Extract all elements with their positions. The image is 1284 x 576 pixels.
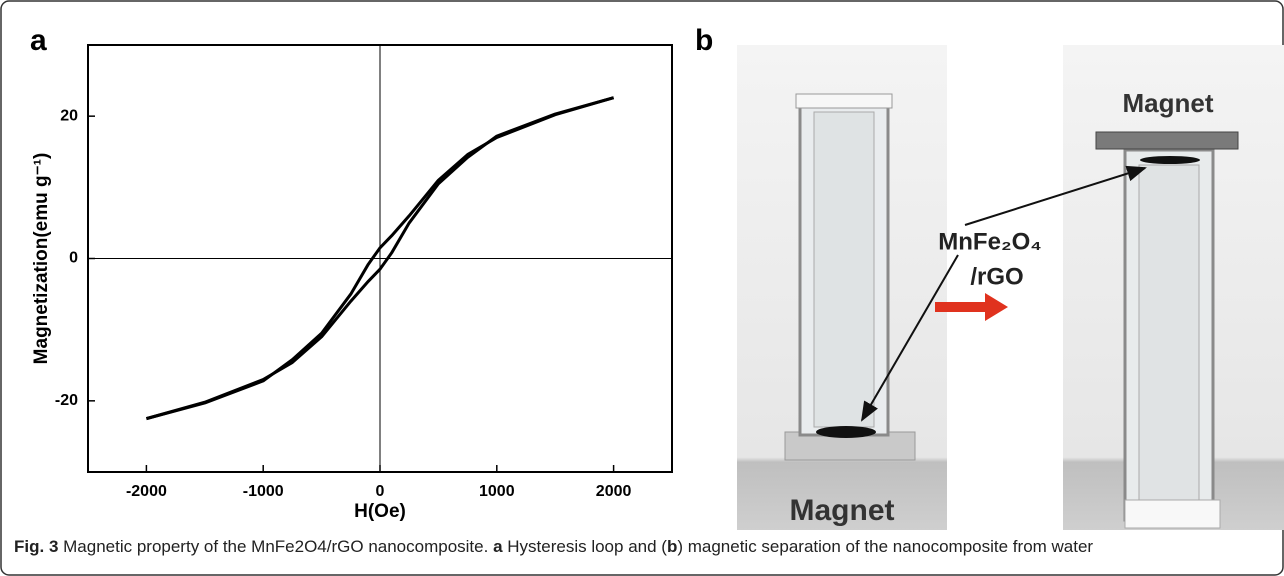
caption-text: b	[666, 537, 678, 556]
pointer-arrow	[860, 254, 959, 422]
x-tick-label: 1000	[479, 483, 515, 500]
caption-text: a	[493, 537, 503, 556]
y-axis-label: Magnetization(emu g⁻¹)	[31, 153, 52, 365]
y-tick-label: -20	[55, 392, 78, 409]
panel-label: b	[695, 24, 713, 57]
y-tick-label: 20	[60, 107, 78, 124]
caption-text: Magnetic property of the MnFe2O4/rGO nan…	[58, 537, 494, 556]
caption-text: Hysteresis loop and (	[502, 537, 667, 556]
photo-right	[1063, 45, 1284, 530]
magnet-label: Magnet	[1123, 88, 1214, 118]
caption-text: ) magnetic separation of the nanocomposi…	[677, 537, 1094, 556]
material-label: MnFe₂O₄	[938, 228, 1041, 255]
caption-label: Fig. 3	[14, 537, 59, 556]
material-label: /rGO	[970, 263, 1023, 290]
panel-label: a	[30, 24, 47, 57]
data-line	[146, 96, 615, 421]
x-tick-label: 0	[376, 483, 385, 500]
y-tick-label: 0	[69, 250, 78, 267]
pointer-arrow	[964, 165, 1147, 226]
x-axis-label: H(Oe)	[354, 501, 406, 522]
photo-left	[737, 45, 947, 530]
caption: Fig. 3 Magnetic property of the MnFe2O4/…	[14, 537, 1093, 557]
x-tick-label: 2000	[596, 483, 632, 500]
x-tick-label: -1000	[243, 483, 284, 500]
red-arrow	[935, 293, 1008, 321]
x-tick-label: -2000	[126, 483, 167, 500]
magnet-label: Magnet	[790, 494, 895, 527]
